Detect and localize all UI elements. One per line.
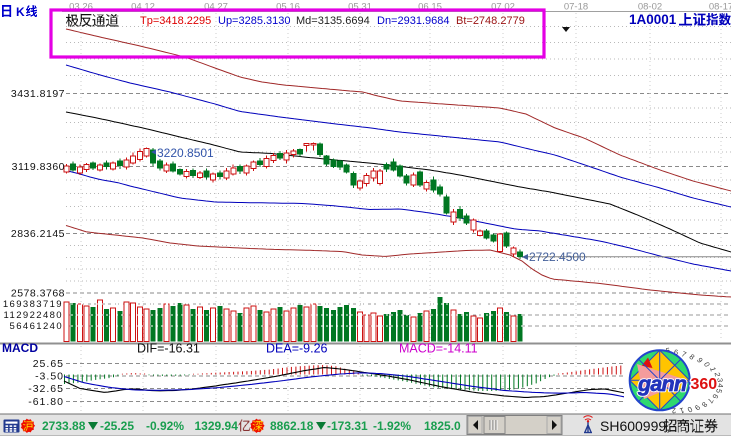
svg-text:04.27: 04.27 [204,2,228,13]
svg-text:5: 5 [714,388,724,394]
svg-text:-0.92%: -0.92% [146,419,184,433]
svg-text:Tp=3418.2295: Tp=3418.2295 [140,15,211,27]
svg-text:K: K [16,5,25,19]
svg-text:56461240: 56461240 [10,321,63,332]
svg-text:2836.2145: 2836.2145 [11,228,65,240]
svg-text:08-17: 08-17 [709,2,731,13]
svg-text:2722.4500: 2722.4500 [529,250,586,264]
svg-text:3119.8360: 3119.8360 [12,161,65,173]
svg-text:360: 360 [691,376,718,393]
svg-text:-25.25: -25.25 [100,419,134,433]
svg-text:1: 1 [708,366,718,372]
svg-text:1A0001: 1A0001 [629,12,677,27]
svg-text:7: 7 [705,397,715,405]
svg-text:-1.92%: -1.92% [373,419,411,433]
svg-text:2: 2 [713,372,722,377]
svg-text:9: 9 [693,403,702,412]
svg-text:4: 4 [716,383,725,388]
svg-text:-32.65: -32.65 [28,383,64,395]
svg-text:8: 8 [687,352,696,362]
svg-text:05.16: 05.16 [276,2,300,13]
svg-text:06.15: 06.15 [418,2,442,13]
svg-text:7: 7 [680,349,688,359]
svg-text:Up=3285.3130: Up=3285.3130 [218,15,290,27]
svg-text:MACD: MACD [2,341,38,355]
svg-text:2578.3768: 2578.3768 [11,288,65,300]
svg-text:MACD=-14.11: MACD=-14.11 [399,342,478,356]
svg-text:05.31: 05.31 [348,2,372,13]
svg-text:07.02: 07.02 [491,2,515,13]
svg-text:Dn=2931.9684: Dn=2931.9684 [377,15,449,27]
svg-text:360: 360 [691,376,718,393]
svg-text:DIF=-16.31: DIF=-16.31 [137,342,200,356]
svg-text:0: 0 [702,361,712,369]
svg-text:04.12: 04.12 [131,2,155,13]
svg-text:-61.80: -61.80 [28,396,64,408]
svg-text:1: 1 [679,406,686,416]
svg-text:3431.8197: 3431.8197 [11,88,65,100]
svg-text:6: 6 [710,393,720,400]
svg-text:SH600999,: SH600999, [600,418,670,434]
svg-text:3: 3 [715,378,724,382]
svg-text:2733.88: 2733.88 [42,419,86,433]
svg-text:gann: gann [637,372,687,396]
svg-text:0: 0 [686,405,694,415]
svg-text:6: 6 [673,348,678,357]
svg-text:25.65: 25.65 [33,358,64,370]
svg-text:112922480: 112922480 [4,310,63,321]
svg-text:Md=3135.6694: Md=3135.6694 [296,15,370,27]
svg-text:gann: gann [637,372,687,396]
svg-text:1825.0: 1825.0 [424,419,461,433]
svg-text:-173.31: -173.31 [327,419,368,433]
svg-text:3220.8501: 3220.8501 [157,146,214,160]
svg-text:-3.50: -3.50 [35,371,64,383]
svg-text:1329.94: 1329.94 [195,419,239,433]
svg-text:8: 8 [700,400,710,409]
svg-text:07-18: 07-18 [564,2,588,13]
svg-text:9: 9 [695,356,705,365]
svg-text:8862.18: 8862.18 [270,419,314,433]
svg-text:08-02: 08-02 [638,2,662,13]
svg-text:03.26: 03.26 [69,2,93,13]
svg-text:2: 2 [672,406,677,415]
svg-text:169383719: 169383719 [3,299,63,310]
svg-text:DEA=-9.26: DEA=-9.26 [266,342,328,356]
svg-text:Bt=2748.2779: Bt=2748.2779 [456,15,525,27]
